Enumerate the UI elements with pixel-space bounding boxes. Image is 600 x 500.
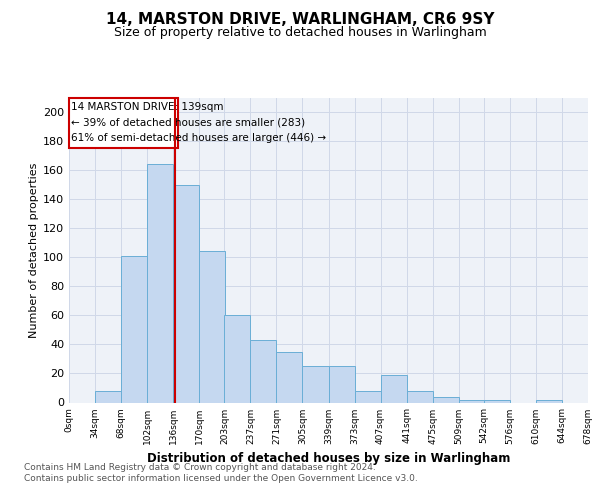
Y-axis label: Number of detached properties: Number of detached properties — [29, 162, 39, 338]
Bar — [302, 366, 329, 403]
Bar — [277, 352, 302, 403]
Text: Contains HM Land Registry data © Crown copyright and database right 2024.: Contains HM Land Registry data © Crown c… — [24, 462, 376, 471]
Bar — [588, 400, 600, 402]
Text: 61% of semi-detached houses are larger (446) →: 61% of semi-detached houses are larger (… — [71, 133, 326, 143]
Bar — [433, 396, 458, 402]
FancyBboxPatch shape — [69, 98, 178, 148]
Bar — [121, 256, 147, 402]
Text: Size of property relative to detached houses in Warlingham: Size of property relative to detached ho… — [113, 26, 487, 39]
Text: Contains public sector information licensed under the Open Government Licence v3: Contains public sector information licen… — [24, 474, 418, 483]
Bar — [173, 184, 199, 402]
Text: 14 MARSTON DRIVE: 139sqm: 14 MARSTON DRIVE: 139sqm — [71, 102, 224, 112]
Bar — [484, 400, 510, 402]
Bar — [199, 252, 225, 402]
Text: ← 39% of detached houses are smaller (283): ← 39% of detached houses are smaller (28… — [71, 118, 305, 128]
Bar — [95, 391, 121, 402]
Bar — [250, 340, 277, 402]
Bar — [355, 391, 380, 402]
Bar — [147, 164, 173, 402]
Bar — [380, 375, 407, 402]
Bar — [458, 400, 485, 402]
Bar — [329, 366, 355, 403]
Bar — [407, 391, 433, 402]
Bar — [224, 316, 250, 402]
Bar — [536, 400, 562, 402]
X-axis label: Distribution of detached houses by size in Warlingham: Distribution of detached houses by size … — [147, 452, 510, 465]
Text: 14, MARSTON DRIVE, WARLINGHAM, CR6 9SY: 14, MARSTON DRIVE, WARLINGHAM, CR6 9SY — [106, 12, 494, 28]
